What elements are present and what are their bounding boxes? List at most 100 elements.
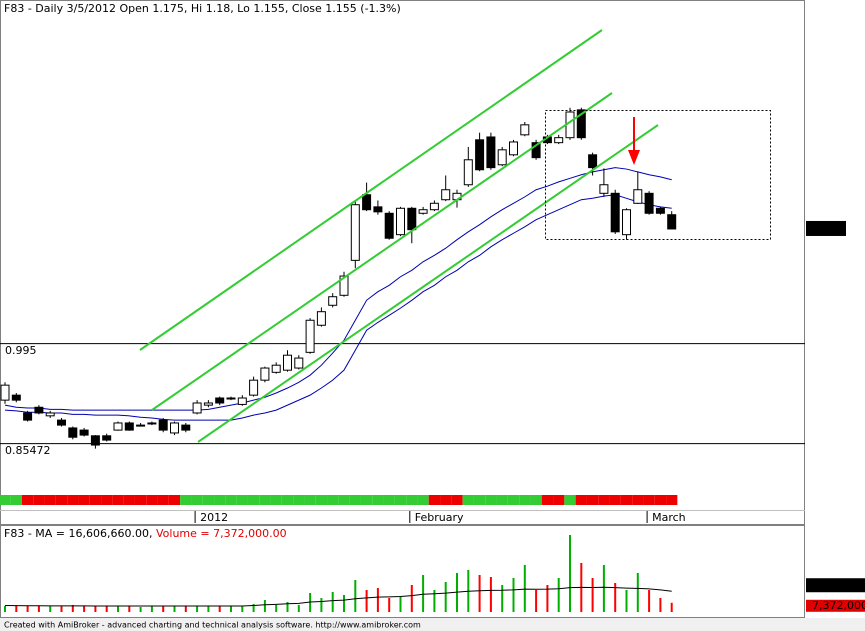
candle-body: [215, 397, 225, 404]
volume-bar: [376, 588, 379, 612]
volume-bar: [501, 585, 504, 612]
candle-body: [136, 424, 146, 427]
signal-strip: [315, 495, 328, 505]
signal-strip: [609, 495, 621, 505]
signal-strip: [440, 495, 452, 505]
signal-strip: [259, 495, 271, 505]
volume-bar: [365, 590, 368, 612]
volume-bar: [196, 606, 199, 612]
signal-strip: [417, 495, 429, 505]
signal-strip: [586, 495, 599, 505]
volume-bar: [162, 606, 165, 612]
volume-label-box: [806, 599, 865, 612]
signal-strip: [530, 495, 542, 505]
x-tick-label: March: [652, 511, 686, 524]
volume-bar: [320, 598, 323, 612]
volume-bar: [218, 606, 221, 612]
signal-strip: [451, 495, 463, 505]
volume-bar: [173, 606, 176, 612]
candle-body: [610, 192, 620, 233]
volume-bar: [388, 598, 391, 612]
volume-bar: [410, 585, 413, 612]
candle-body: [181, 424, 191, 431]
volume-bar: [252, 604, 255, 612]
candle-body: [316, 311, 326, 326]
volume-bar: [60, 606, 63, 612]
candle-body: [283, 354, 292, 371]
signal-strip: [293, 495, 305, 505]
volume-bar: [139, 607, 142, 612]
candle-body: [57, 419, 66, 426]
signal-strip: [519, 495, 531, 505]
candle-body: [147, 422, 157, 425]
signal-strip: [553, 495, 565, 505]
volume-bar: [433, 590, 436, 612]
candle-body: [655, 207, 665, 214]
volume-bar: [286, 602, 289, 612]
signal-strip: [112, 495, 124, 505]
candle-body: [294, 357, 304, 369]
signal-strip: [598, 495, 610, 505]
x-tick-label: February: [415, 511, 464, 524]
signal-strip: [654, 495, 667, 505]
candle-body: [396, 207, 405, 236]
volume-value-title: Volume = 7,372,000.00: [156, 527, 287, 540]
signal-strip: [462, 495, 474, 505]
volume-bar: [184, 606, 187, 612]
candle-body: [475, 139, 485, 171]
candle-body: [384, 212, 394, 239]
signal-strip: [10, 495, 22, 505]
volume-bar: [37, 606, 40, 612]
volume-bar: [83, 606, 86, 612]
signal-strip: [270, 495, 282, 505]
signal-strip: [507, 495, 520, 505]
candle-body: [486, 136, 496, 169]
signal-strip: [214, 495, 226, 505]
candle-body: [23, 412, 33, 421]
signal-strip: [541, 495, 554, 505]
last-price-box: [806, 220, 846, 236]
channel-line: [197, 124, 659, 443]
volume-bar: [297, 605, 300, 612]
signal-strip: [0, 495, 11, 505]
volume-bar: [399, 597, 402, 612]
signal-strip: [620, 495, 633, 505]
moving-average-line: [4, 167, 672, 411]
candle-body: [339, 275, 349, 296]
candle-body: [328, 296, 338, 306]
candle-body: [362, 194, 372, 211]
candle-body: [249, 379, 259, 396]
volume-bar: [422, 575, 425, 612]
volume-bar: [49, 606, 52, 612]
candle-body: [124, 422, 134, 431]
ma-last-label: 16,606,66: [808, 578, 864, 591]
candle-body: [418, 209, 428, 214]
volume-bar: [26, 606, 29, 612]
signal-strip: [327, 495, 339, 505]
volume-bar: [625, 590, 628, 612]
signal-strip: [134, 495, 147, 505]
chart-title: F83 - Daily 3/5/2012 Open 1.175, Hi 1.18…: [4, 2, 401, 15]
volume-bar: [15, 606, 18, 612]
signal-strip: [428, 495, 441, 505]
candle-body: [271, 364, 281, 373]
signal-strip: [123, 495, 135, 505]
signal-strip: [236, 495, 248, 505]
candle-body: [441, 189, 451, 201]
signal-strip: [67, 495, 79, 505]
volume-bar: [128, 606, 131, 612]
candle-body: [554, 137, 564, 144]
candle-body: [90, 435, 100, 446]
candle-body: [170, 422, 179, 434]
candle-body: [305, 319, 315, 353]
y-tick-label: 0.995: [5, 344, 37, 357]
candle-body: [520, 124, 530, 136]
signal-strip: [89, 495, 102, 505]
volume-bar: [275, 605, 278, 612]
signal-strip: [55, 495, 68, 505]
signal-strip: [157, 495, 169, 505]
candle-body: [113, 422, 123, 431]
volume-bar: [444, 582, 447, 612]
candle-body: [158, 419, 168, 431]
